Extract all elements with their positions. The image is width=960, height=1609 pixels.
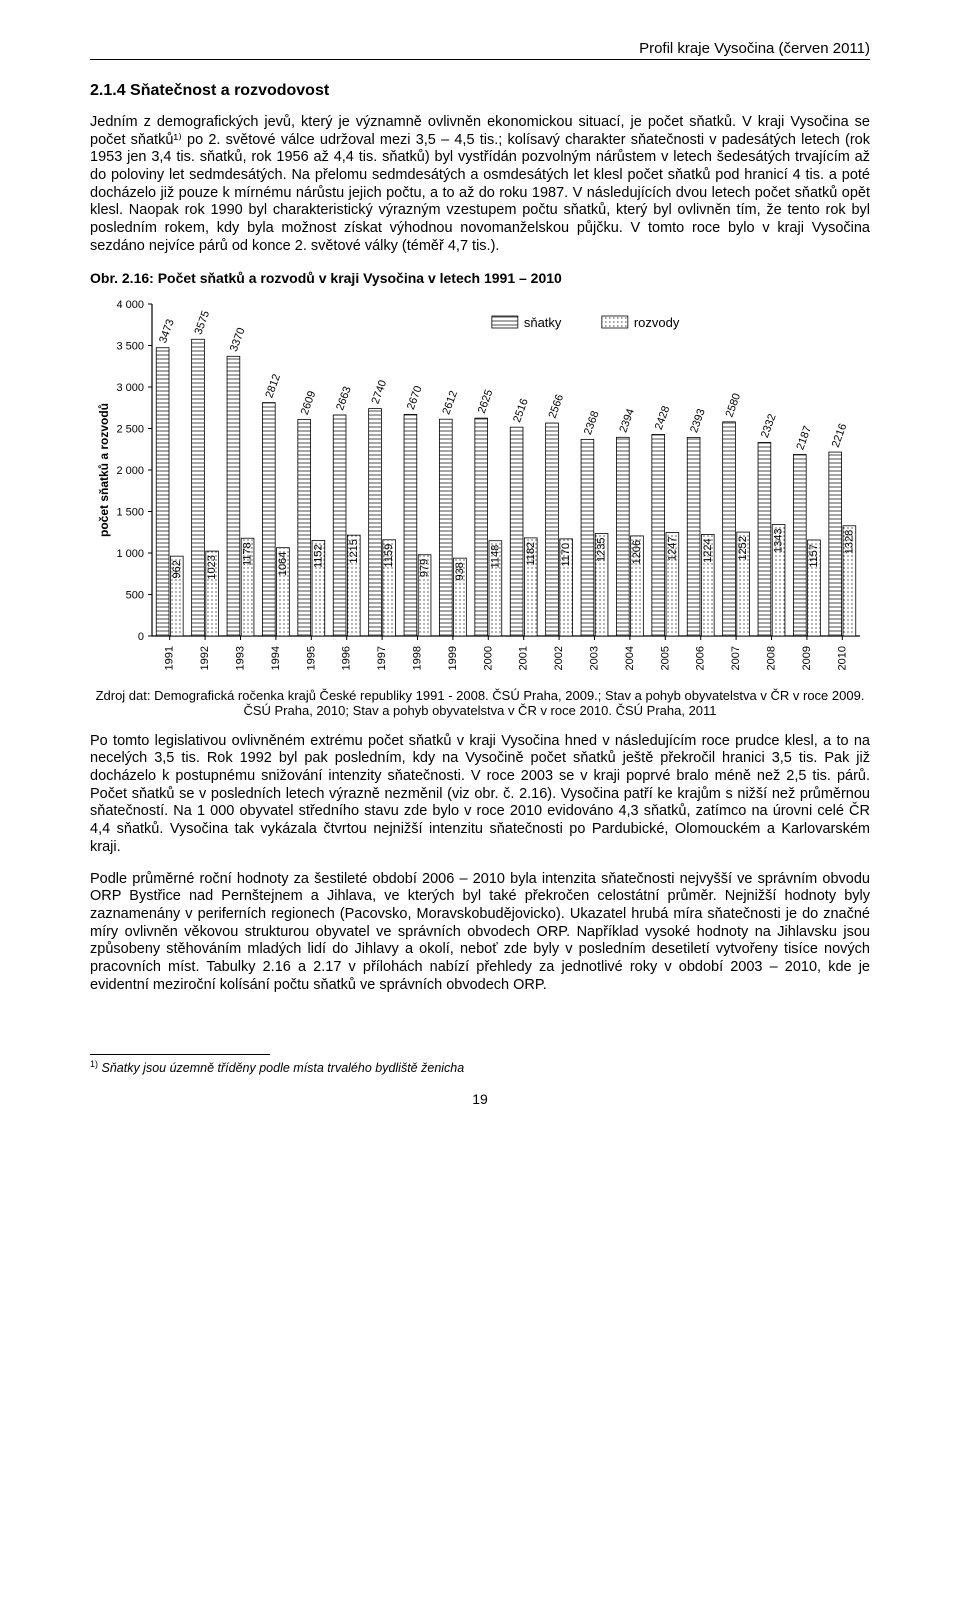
svg-text:3473: 3473 (157, 317, 177, 344)
chart-caption: Obr. 2.16: Počet sňatků a rozvodů v kraj… (90, 270, 870, 286)
section-title: 2.1.4 Sňatečnost a rozvodovost (90, 82, 870, 100)
svg-text:2670: 2670 (405, 384, 425, 411)
footnote-text: Sňatky jsou územně tříděny podle místa t… (102, 1061, 465, 1075)
svg-text:1 500: 1 500 (116, 506, 144, 518)
footnote: 1) Sňatky jsou územně tříděny podle míst… (90, 1059, 870, 1075)
svg-text:1252: 1252 (737, 536, 749, 560)
svg-text:2010: 2010 (836, 646, 848, 670)
svg-text:2006: 2006 (695, 646, 707, 670)
svg-text:2 500: 2 500 (116, 423, 144, 435)
chart-svg: počet sňatků a rozvodů 0 500 1 000 1 500 2 00… (90, 294, 870, 684)
svg-text:1997: 1997 (376, 646, 388, 670)
svg-text:2 000: 2 000 (116, 465, 144, 477)
page-number: 19 (90, 1091, 870, 1107)
svg-text:2002: 2002 (553, 646, 565, 670)
svg-text:2566: 2566 (547, 392, 567, 419)
svg-text:938: 938 (454, 562, 466, 580)
svg-text:1999: 1999 (447, 646, 459, 670)
svg-text:2007: 2007 (730, 646, 742, 670)
svg-text:2394: 2394 (617, 407, 637, 434)
svg-text:4 000: 4 000 (116, 299, 144, 311)
svg-text:2216: 2216 (830, 421, 850, 448)
paragraph-2: Po tomto legislativou ovlivněném extrému… (90, 733, 870, 857)
svg-text:1159: 1159 (383, 543, 395, 567)
svg-text:sňatky: sňatky (524, 315, 562, 330)
svg-text:1170: 1170 (560, 542, 572, 566)
svg-text:1328: 1328 (843, 529, 855, 553)
svg-text:2003: 2003 (589, 646, 601, 670)
page-header: Profil kraje Vysočina (červen 2011) (90, 40, 870, 60)
svg-text:0: 0 (138, 631, 144, 643)
svg-text:2000: 2000 (482, 646, 494, 670)
svg-text:962: 962 (171, 560, 183, 578)
svg-text:2001: 2001 (518, 646, 530, 670)
svg-text:1148: 1148 (489, 544, 501, 568)
chart-source: Zdroj dat: Demografická ročenka krajů Če… (90, 688, 870, 719)
svg-text:1206: 1206 (631, 539, 643, 563)
svg-text:rozvody: rozvody (634, 315, 680, 330)
svg-text:1224: 1224 (702, 538, 714, 562)
svg-text:1 000: 1 000 (116, 548, 144, 560)
paragraph-3: Podle průměrné roční hodnoty za šestilet… (90, 871, 870, 995)
svg-text:1998: 1998 (412, 646, 424, 670)
svg-text:1235: 1235 (596, 537, 608, 561)
bar-chart: počet sňatků a rozvodů 0 500 1 000 1 500 2 00… (90, 294, 870, 684)
svg-text:2625: 2625 (476, 388, 496, 415)
svg-text:1215: 1215 (348, 539, 360, 563)
svg-text:2609: 2609 (299, 389, 319, 416)
svg-text:3575: 3575 (193, 309, 213, 336)
svg-text:2516: 2516 (511, 397, 531, 424)
svg-text:1991: 1991 (164, 646, 176, 670)
svg-text:3 500: 3 500 (116, 340, 144, 352)
svg-text:2004: 2004 (624, 646, 636, 670)
svg-text:2612: 2612 (440, 389, 460, 416)
document-page: Profil kraje Vysočina (červen 2011) 2.1.… (0, 0, 960, 1137)
svg-text:1247: 1247 (666, 536, 678, 560)
svg-text:1157: 1157 (808, 543, 820, 567)
svg-text:2368: 2368 (582, 409, 602, 436)
svg-text:1152: 1152 (312, 544, 324, 568)
svg-text:2009: 2009 (801, 646, 813, 670)
svg-text:2187: 2187 (794, 424, 814, 451)
svg-text:1995: 1995 (305, 646, 317, 670)
svg-text:2580: 2580 (724, 391, 744, 418)
svg-text:1994: 1994 (270, 646, 282, 670)
svg-text:2008: 2008 (766, 646, 778, 670)
svg-text:2663: 2663 (334, 384, 354, 411)
paragraph-1: Jedním z demografických jevů, který je v… (90, 114, 870, 256)
svg-text:1182: 1182 (525, 541, 537, 565)
svg-text:2740: 2740 (370, 378, 390, 405)
svg-text:1023: 1023 (206, 555, 218, 579)
svg-text:1993: 1993 (235, 646, 247, 670)
svg-text:3370: 3370 (228, 326, 248, 353)
svg-text:1064: 1064 (277, 551, 289, 575)
svg-text:979: 979 (419, 558, 431, 576)
svg-text:2393: 2393 (688, 407, 708, 434)
svg-text:počet sňatků a rozvodů: počet sňatků a rozvodů (97, 402, 111, 536)
svg-text:1178: 1178 (242, 542, 254, 566)
svg-text:3 000: 3 000 (116, 382, 144, 394)
svg-text:2812: 2812 (263, 372, 283, 399)
svg-text:1343: 1343 (773, 528, 785, 552)
svg-text:500: 500 (126, 589, 144, 601)
svg-text:1996: 1996 (341, 646, 353, 670)
footnote-marker: 1) (90, 1059, 98, 1069)
svg-text:2428: 2428 (653, 404, 673, 431)
svg-text:2005: 2005 (659, 646, 671, 670)
svg-text:1992: 1992 (199, 646, 211, 670)
svg-text:2332: 2332 (759, 412, 779, 439)
footnote-rule (90, 1054, 270, 1055)
